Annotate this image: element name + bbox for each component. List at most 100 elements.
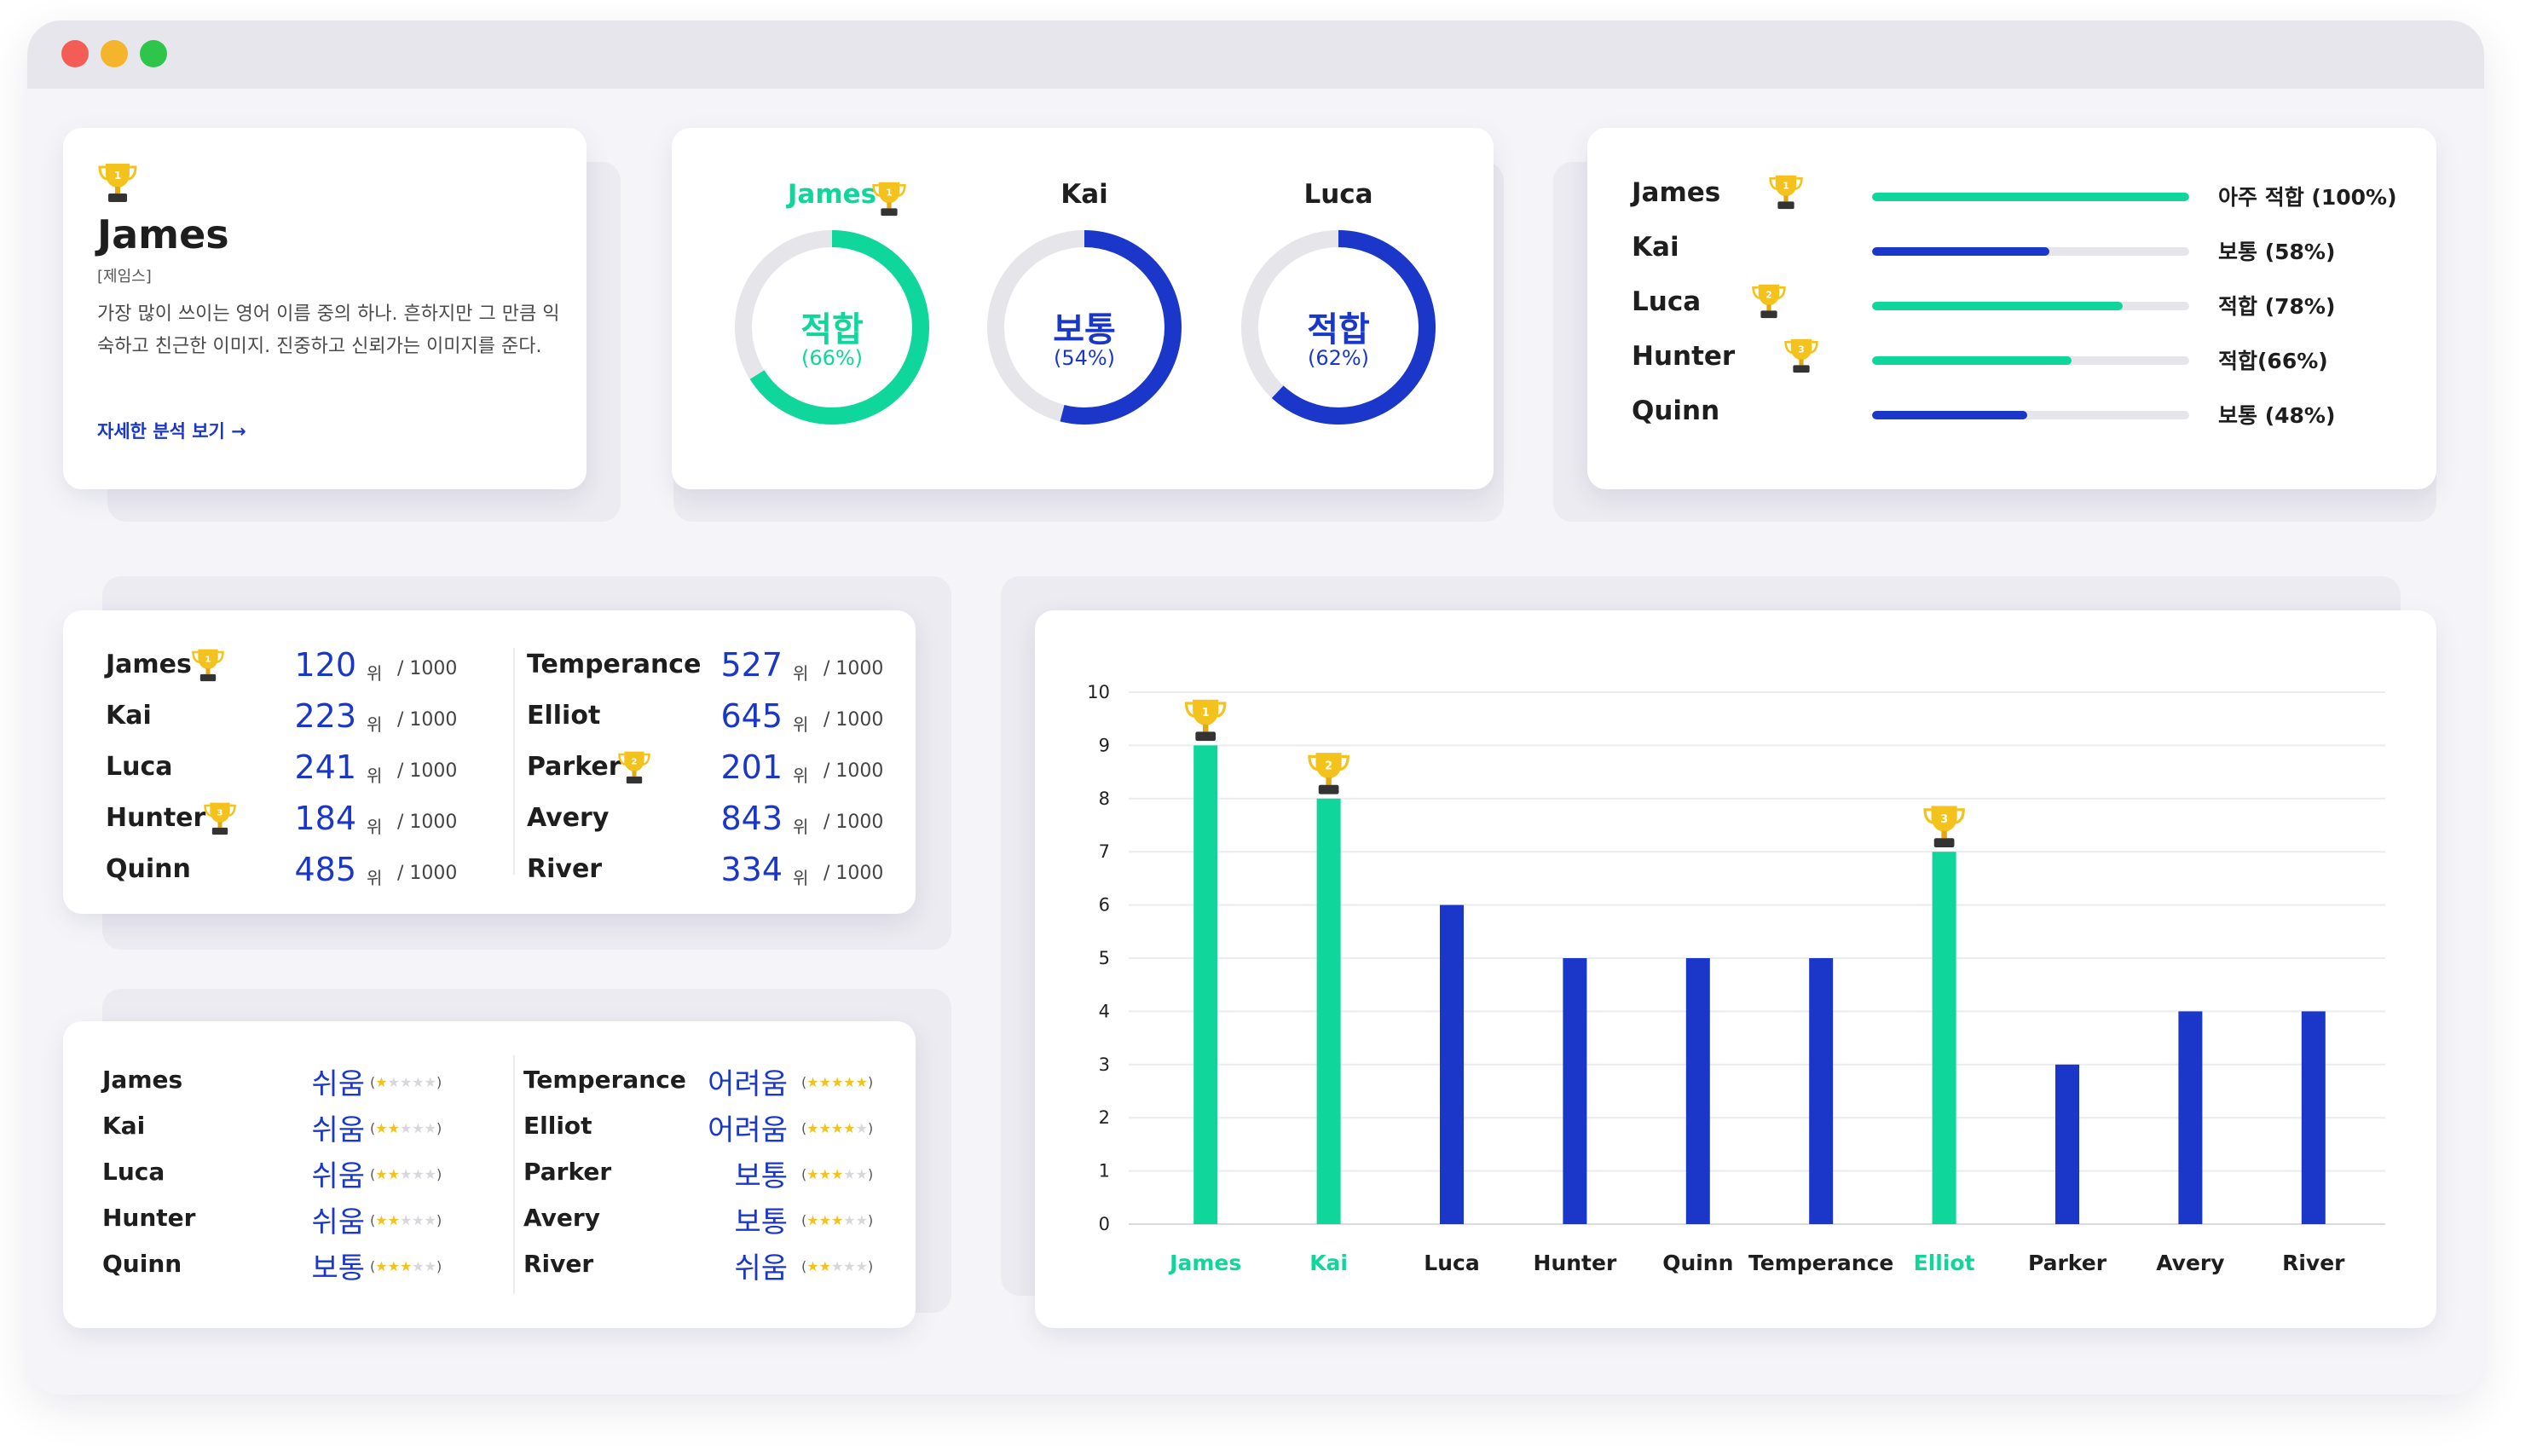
fit-text: 보통 (48%) [2218,403,2336,428]
fit-name: Quinn [1632,396,1720,426]
rank-name: Temperance [527,650,702,679]
difficulty-name: Temperance [523,1066,686,1094]
rank-name: Avery [527,803,610,833]
difficulty-level: 어려움 [708,1113,788,1147]
star-icon: ★ [818,1258,831,1274]
detail-analysis-link[interactable]: 자세한 분석 보기 → [97,421,246,442]
difficulty-name: Avery [523,1204,600,1232]
star-rating: (★★★★★) [370,1258,442,1274]
star-icon: ★ [818,1120,831,1136]
rank-unit: 위 [793,817,809,837]
bar-parker [2055,1064,2079,1224]
star-icon: ★ [806,1166,819,1182]
bar-james [1193,745,1218,1224]
difficulty-card: James 쉬움 (★★★★★) Kai 쉬움 (★★★★★) Luca 쉬움 (★★★★★) H… [63,1021,916,1328]
y-tick-label: 5 [1099,948,1110,968]
rank-unit: 위 [367,868,383,888]
y-tick-label: 10 [1087,682,1110,702]
rank-name: River [527,854,603,884]
star-rating: (★★★★★) [801,1074,874,1090]
fit-name: Kai [1632,232,1679,263]
star-icon: ★ [843,1212,856,1228]
star-icon: ★ [424,1258,436,1274]
star-icon: ★ [855,1212,868,1228]
difficulty-level: 어려움 [708,1067,788,1101]
star-icon: ★ [387,1258,400,1274]
fit-bar-track [1872,247,2189,256]
star-icon: ★ [806,1074,819,1090]
star-rating: (★★★★★) [370,1120,442,1136]
trophy-icon: 1 [871,179,907,218]
minimize-window-button[interactable] [101,40,128,67]
star-icon: ★ [843,1120,856,1136]
donut-name: Kai [1060,179,1108,210]
rank-number: 201 [720,748,783,786]
svg-text:1: 1 [886,188,892,199]
star-icon: ★ [424,1120,436,1136]
fit-bar-fill [1872,247,2050,256]
rank-total: / 1000 [397,658,458,679]
star-rating: (★★★★★) [370,1166,442,1182]
star-icon: ★ [412,1212,425,1228]
bar-avery [2178,1011,2203,1224]
x-tick-label: Parker [2028,1251,2107,1275]
rank-name: Luca [106,752,173,782]
trophy-icon: 3 [1783,336,1819,375]
svg-text:1: 1 [114,170,121,182]
score-bar-chart: 0 1 2 3 4 5 6 7 8 9 10 James 1 Kai 2 Luca Hunter Quinn T… [1087,682,2385,1275]
x-tick-label: Hunter [1534,1251,1617,1275]
star-icon: ★ [830,1166,844,1182]
star-rating: (★★★★★) [801,1120,874,1136]
fit-name: Luca [1632,286,1702,317]
donut-percent: (54%) [1053,346,1116,370]
star-icon: ★ [375,1120,388,1136]
difficulty-name: Luca [102,1158,165,1186]
star-icon: ★ [387,1074,400,1090]
rank-name: Hunter [106,803,206,833]
donut-james: James 1 적합 (66%) [721,179,943,452]
y-tick-label: 4 [1099,1001,1110,1021]
star-icon: ★ [412,1074,425,1090]
star-icon: ★ [399,1212,413,1228]
fit-text: 보통 (58%) [2218,240,2336,264]
star-icon: ★ [387,1120,400,1136]
donut-percent: (66%) [800,346,864,370]
difficulty-level: 쉬움 [734,1251,788,1286]
star-icon: ★ [806,1212,819,1228]
star-icon: ★ [424,1166,436,1182]
rank-total: / 1000 [824,658,884,679]
trophy-icon: 3 [1923,806,1965,847]
star-icon: ★ [412,1166,425,1182]
star-rating: (★★★★★) [801,1258,874,1274]
star-icon: ★ [843,1258,856,1274]
profile-name: James [97,211,229,257]
trophy-icon: 1 [98,164,137,202]
fit-bar-track [1872,193,2189,201]
rank-card: James 1 120 위 / 1000 Kai 223 위 / 1000 Luca 241 위 / … [63,610,916,914]
x-tick-label: Quinn [1662,1251,1733,1275]
fit-bar-fill [1872,411,2028,419]
rank-number: 120 [294,646,356,684]
svg-text:1: 1 [205,656,211,665]
star-icon: ★ [830,1120,844,1136]
difficulty-name: Parker [523,1158,612,1186]
rank-name: Kai [106,701,152,731]
column-divider [513,1055,515,1294]
star-icon: ★ [818,1212,831,1228]
rank-unit: 위 [793,714,809,735]
difficulty-name: Hunter [102,1204,196,1232]
fit-bar-fill [1872,302,2123,310]
fit-bar-card: James 1 아주 적합 (100%) Kai 보통 (58%) Luca 2 적합 (… [1587,128,2436,489]
maximize-window-button[interactable] [140,40,167,67]
fit-bar-fill [1872,193,2189,201]
donut-luca: Luca 적합 (62%) [1228,179,1449,452]
difficulty-name: Kai [102,1112,146,1140]
star-icon: ★ [855,1258,868,1274]
trophy-icon: 2 [1751,281,1787,321]
bar-elliot [1932,852,1956,1224]
close-window-button[interactable] [61,40,89,67]
rank-number: 843 [720,800,783,837]
rank-total: / 1000 [824,863,884,884]
difficulty-name: River [523,1250,594,1278]
rank-number: 223 [294,697,356,735]
